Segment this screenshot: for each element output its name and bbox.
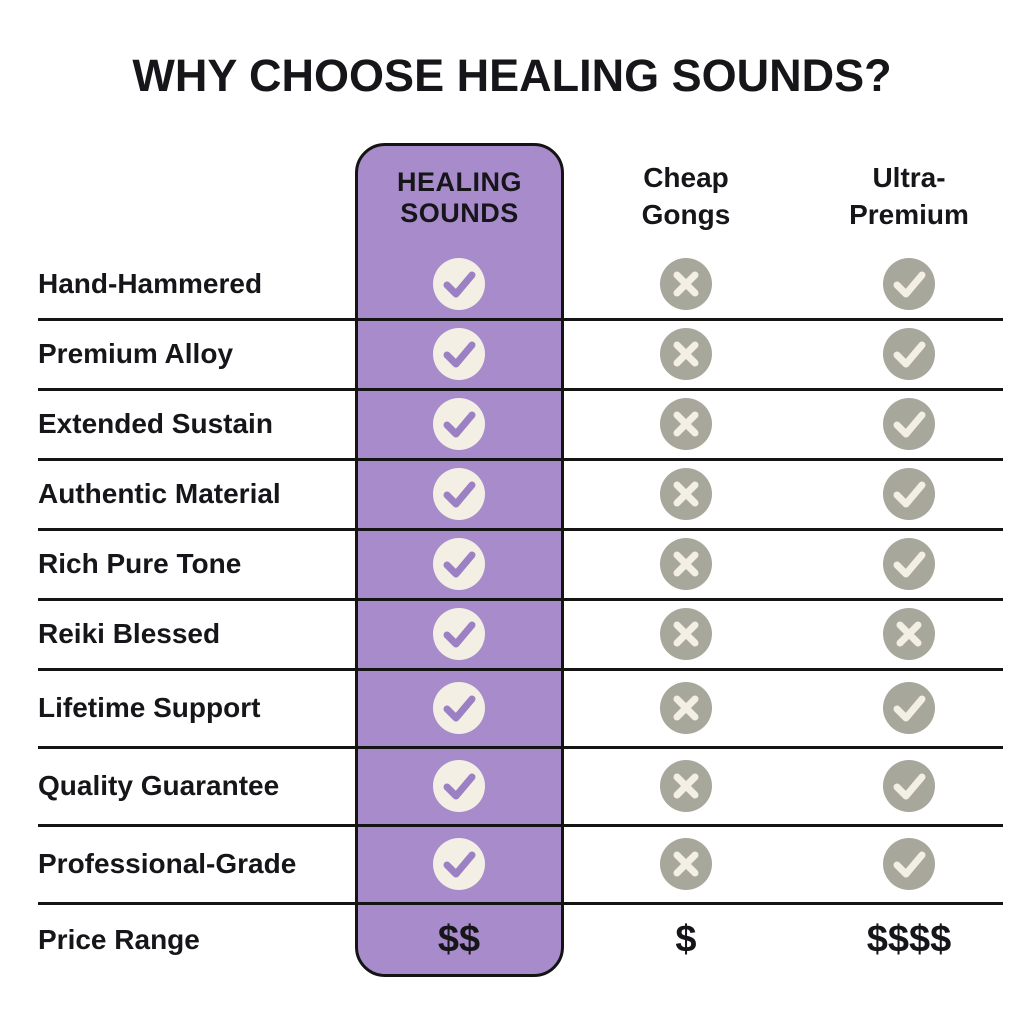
check-icon [433,258,485,310]
feature-rows: Hand-Hammered [0,249,1024,905]
healing-sounds-cell [433,682,485,734]
cheap-gongs-cell [660,258,712,310]
cheap-gongs-cell [660,468,712,520]
check-icon [883,682,935,734]
check-icon [433,398,485,450]
cross-icon [660,838,712,890]
check-icon [433,328,485,380]
check-icon [433,760,485,812]
ultra-premium-cell [883,838,935,890]
row-label: Hand-Hammered [38,268,263,299]
check-icon [433,682,485,734]
row-label: Extended Sustain [38,408,273,439]
cheap-gongs-cell [660,682,712,734]
column-header-cheap-gongs: Cheap Gongs [641,162,731,230]
cheap-gongs-cell [660,398,712,450]
ultra-premium-cell [883,328,935,380]
price-value-healing-sounds: $$ [437,918,481,961]
cross-icon [660,682,712,734]
cross-icon [660,328,712,380]
table-row: Premium Alloy [0,319,1024,391]
row-label: Premium Alloy [38,338,234,369]
row-label: Quality Guarantee [38,770,280,801]
check-icon [883,838,935,890]
ultra-premium-cell [883,682,935,734]
cheap-gongs-cell [660,838,712,890]
table-row: Quality Guarantee [0,747,1024,827]
cheap-gongs-cell [660,328,712,380]
table-row: Professional-Grade [0,825,1024,905]
price-value-ultra-premium: $$$$ [866,918,952,961]
ultra-premium-cell [883,760,935,812]
healing-sounds-cell [433,398,485,450]
ultra-premium-cell [883,398,935,450]
row-label: Lifetime Support [38,692,261,723]
ultra-premium-cell [883,538,935,590]
healing-sounds-cell [433,258,485,310]
row-label: Rich Pure Tone [38,548,242,579]
cross-icon [660,608,712,660]
table-row: Rich Pure Tone [0,529,1024,601]
price-value-cheap-gongs: $ [675,918,697,961]
check-icon [883,538,935,590]
column-header-healing-sounds: HEALING SOUNDS [397,167,522,228]
check-icon [883,258,935,310]
row-label: Price Range [38,924,200,955]
check-icon [433,468,485,520]
healing-sounds-cell [433,838,485,890]
row-label: Reiki Blessed [38,618,221,649]
row-label: Authentic Material [38,478,281,509]
check-icon [883,398,935,450]
check-icon [433,538,485,590]
ultra-premium-cell [883,608,935,660]
row-label: Professional-Grade [38,848,297,879]
price-row: Price Range $$ $ $$$$ [0,903,1024,977]
cross-icon [660,468,712,520]
check-icon [883,468,935,520]
cheap-gongs-cell [660,760,712,812]
cross-icon [660,258,712,310]
check-icon [433,838,485,890]
healing-sounds-cell [433,760,485,812]
column-header-ultra-premium: Ultra-Premium [849,162,969,230]
table-row: Lifetime Support [0,669,1024,749]
table-row: Hand-Hammered [0,249,1024,321]
ultra-premium-cell [883,468,935,520]
cross-icon [883,608,935,660]
table-row: Reiki Blessed [0,599,1024,671]
healing-sounds-cell [433,608,485,660]
check-icon [433,608,485,660]
page-title: WHY CHOOSE HEALING SOUNDS? [132,50,892,101]
cross-icon [660,760,712,812]
cheap-gongs-cell [660,538,712,590]
cross-icon [660,398,712,450]
check-icon [883,760,935,812]
healing-sounds-cell [433,468,485,520]
healing-sounds-cell [433,328,485,380]
table-row: Extended Sustain [0,389,1024,461]
cheap-gongs-cell [660,608,712,660]
check-icon [883,328,935,380]
ultra-premium-cell [883,258,935,310]
comparison-table: Hand-Hammered [0,249,1024,977]
table-row: Authentic Material [0,459,1024,531]
cross-icon [660,538,712,590]
healing-sounds-cell [433,538,485,590]
